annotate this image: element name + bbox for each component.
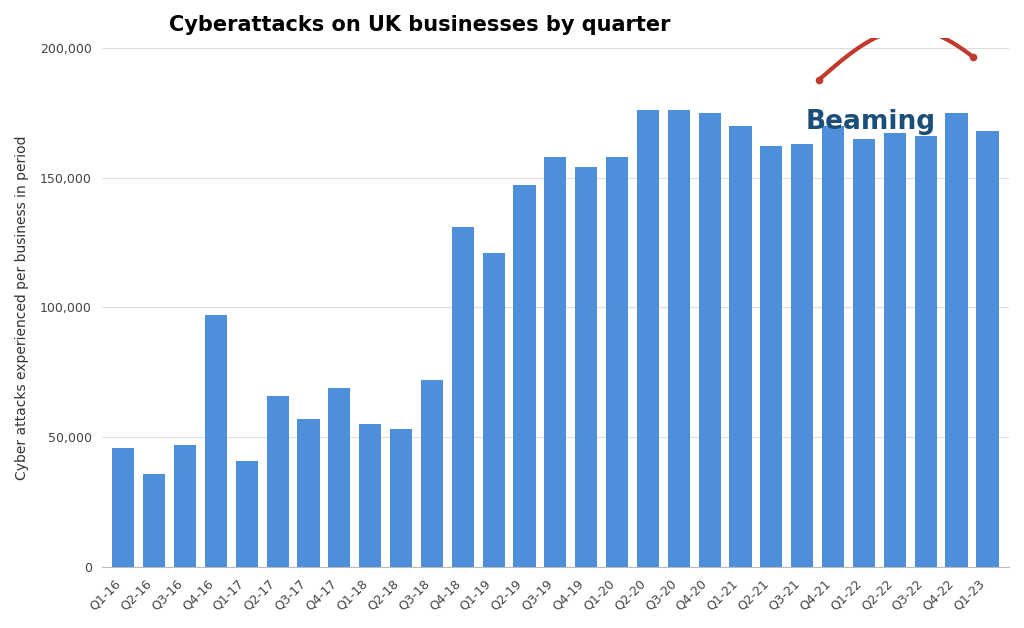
- Bar: [482, 253, 505, 567]
- Bar: [637, 110, 659, 567]
- Bar: [976, 131, 998, 567]
- Bar: [729, 126, 752, 567]
- Bar: [792, 144, 813, 567]
- Bar: [174, 445, 197, 567]
- Bar: [575, 167, 597, 567]
- Bar: [297, 419, 319, 567]
- Bar: [945, 112, 968, 567]
- Bar: [236, 460, 258, 567]
- Bar: [914, 136, 937, 567]
- Bar: [853, 139, 876, 567]
- Text: Beaming: Beaming: [805, 109, 936, 135]
- Bar: [760, 146, 782, 567]
- Bar: [329, 388, 350, 567]
- Bar: [822, 126, 844, 567]
- Bar: [266, 396, 289, 567]
- Bar: [698, 112, 721, 567]
- Bar: [205, 315, 227, 567]
- Bar: [359, 425, 381, 567]
- Bar: [544, 157, 566, 567]
- Y-axis label: Cyber attacks experienced per business in period: Cyber attacks experienced per business i…: [15, 135, 29, 480]
- Bar: [452, 227, 474, 567]
- Bar: [113, 448, 134, 567]
- Bar: [143, 474, 165, 567]
- Bar: [606, 157, 628, 567]
- Bar: [884, 133, 906, 567]
- Title: Cyberattacks on UK businesses by quarter: Cyberattacks on UK businesses by quarter: [169, 15, 670, 35]
- Bar: [390, 430, 413, 567]
- Bar: [668, 110, 690, 567]
- Bar: [421, 380, 443, 567]
- Bar: [513, 185, 536, 567]
